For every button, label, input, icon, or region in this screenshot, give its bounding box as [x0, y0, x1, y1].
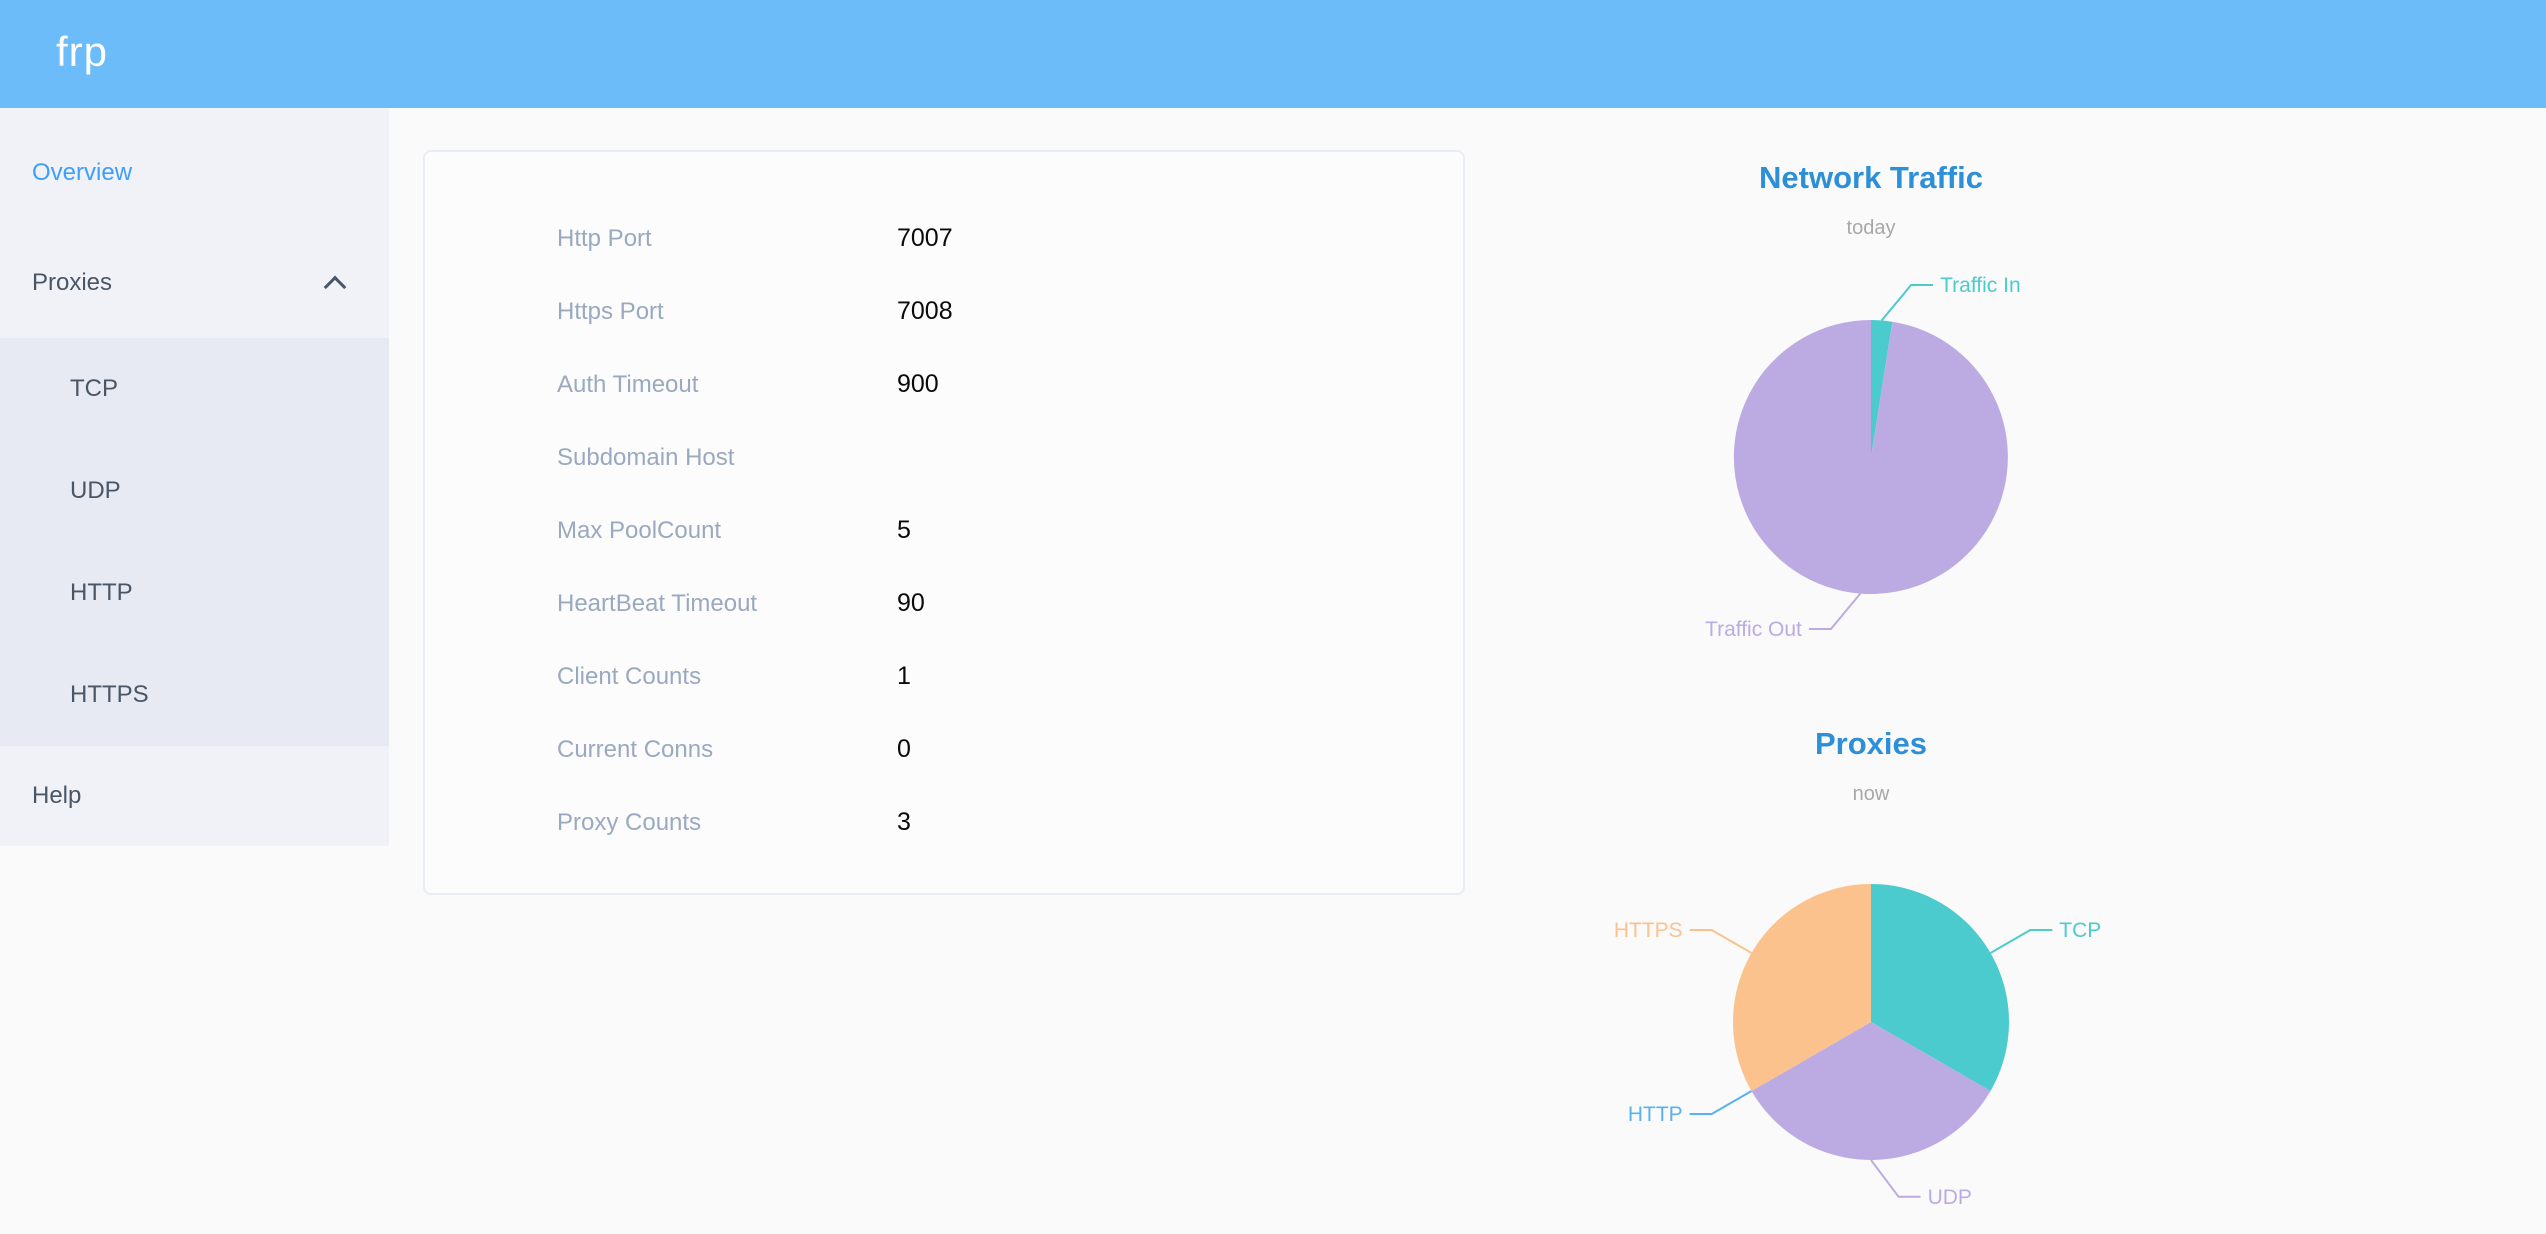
- info-value: 90: [897, 589, 925, 617]
- info-label: Proxy Counts: [557, 808, 702, 836]
- pie-slice-traffic-in[interactable]: [1871, 320, 1893, 457]
- header-bar: frp: [0, 0, 2546, 108]
- network-traffic-title: Network Traffic: [1759, 160, 1983, 195]
- info-label: Http Port: [557, 224, 652, 252]
- sidebar-item-tcp[interactable]: TCP: [0, 338, 389, 440]
- info-row: Max PoolCount 5: [425, 494, 1463, 567]
- info-label: HeartBeat Timeout: [557, 589, 758, 617]
- info-row: HeartBeat Timeout 90: [425, 567, 1463, 640]
- pie-label-traffic-out: Traffic Out: [1705, 618, 1802, 641]
- proxies-chart-title: Proxies: [1814, 726, 1927, 761]
- network-traffic-pie: Traffic In Traffic Out: [1705, 274, 2021, 641]
- pie-slice-udp[interactable]: [1751, 1022, 1991, 1160]
- sidebar: Overview Proxies TCP UDP HTTP HTTPS Help: [0, 108, 389, 846]
- info-value: 5: [897, 516, 911, 544]
- info-value: 3: [897, 808, 911, 836]
- info-row: Https Port 7008: [425, 275, 1463, 348]
- sidebar-item-label: UDP: [70, 477, 121, 504]
- pie-labelline-http: [1689, 1090, 1753, 1115]
- pie-label-tcp: TCP: [2059, 919, 2101, 942]
- info-row: Proxy Counts 3: [425, 786, 1463, 859]
- info-value: 7007: [897, 224, 953, 252]
- pie-labelline-https: [1689, 929, 1753, 954]
- server-info-card: Http Port 7007 Https Port 7008 Auth Timeou…: [423, 150, 1465, 895]
- info-value: 1: [897, 662, 911, 690]
- sidebar-item-proxies[interactable]: Proxies: [0, 228, 389, 338]
- pie-labelline-traffic-out: [1808, 592, 1862, 630]
- info-value: 900: [897, 370, 939, 398]
- frp-logo: frp: [56, 28, 109, 75]
- chevron-up-icon: [323, 275, 347, 299]
- pie-slice-tcp[interactable]: [1871, 884, 2009, 1091]
- sidebar-item-label: Overview: [32, 159, 133, 186]
- info-row: Http Port 7007: [425, 202, 1463, 275]
- pie-labelline-traffic-in: [1880, 284, 1934, 322]
- info-row: Client Counts 1: [425, 640, 1463, 713]
- info-label: Client Counts: [557, 662, 702, 690]
- sidebar-item-http[interactable]: HTTP: [0, 542, 389, 644]
- pie-labelline-tcp: [1989, 929, 2053, 954]
- pie-label-traffic-in: Traffic In: [1940, 274, 2021, 297]
- pie-label-udp: UDP: [1928, 1186, 1972, 1209]
- sidebar-item-udp[interactable]: UDP: [0, 440, 389, 542]
- sidebar-item-label: TCP: [70, 375, 118, 402]
- sidebar-submenu: TCP UDP HTTP HTTPS: [0, 338, 389, 746]
- sidebar-item-overview[interactable]: Overview: [0, 118, 389, 228]
- proxies-chart-subtitle: now: [1852, 783, 1890, 805]
- info-value: 0: [897, 735, 911, 763]
- proxies-pie: TCP UDP HTTP HTTPS: [1614, 884, 2101, 1209]
- sidebar-item-help[interactable]: Help: [0, 746, 389, 846]
- pie-label-http: HTTP: [1628, 1103, 1683, 1126]
- info-label: Auth Timeout: [557, 370, 699, 398]
- pie-labelline-udp: [1870, 1159, 1921, 1198]
- info-label: Subdomain Host: [557, 443, 735, 471]
- sidebar-item-label: HTTPS: [70, 681, 149, 708]
- info-row: Subdomain Host: [425, 421, 1463, 494]
- pie-slice-https[interactable]: [1733, 884, 1871, 1091]
- info-value: 7008: [897, 297, 953, 325]
- info-label: Https Port: [557, 297, 664, 325]
- info-label: Max PoolCount: [557, 516, 722, 544]
- info-row: Current Conns 0: [425, 713, 1463, 786]
- sidebar-item-label: Help: [32, 782, 82, 809]
- info-label: Current Conns: [557, 735, 714, 763]
- info-row: Auth Timeout 900: [425, 348, 1463, 421]
- pie-slice-traffic-out[interactable]: [1733, 319, 2008, 594]
- sidebar-item-label: Proxies: [32, 269, 113, 296]
- sidebar-item-https[interactable]: HTTPS: [0, 644, 389, 746]
- sidebar-item-label: HTTP: [70, 579, 133, 606]
- pie-label-https: HTTPS: [1614, 919, 1683, 942]
- network-traffic-subtitle: today: [1846, 217, 1896, 239]
